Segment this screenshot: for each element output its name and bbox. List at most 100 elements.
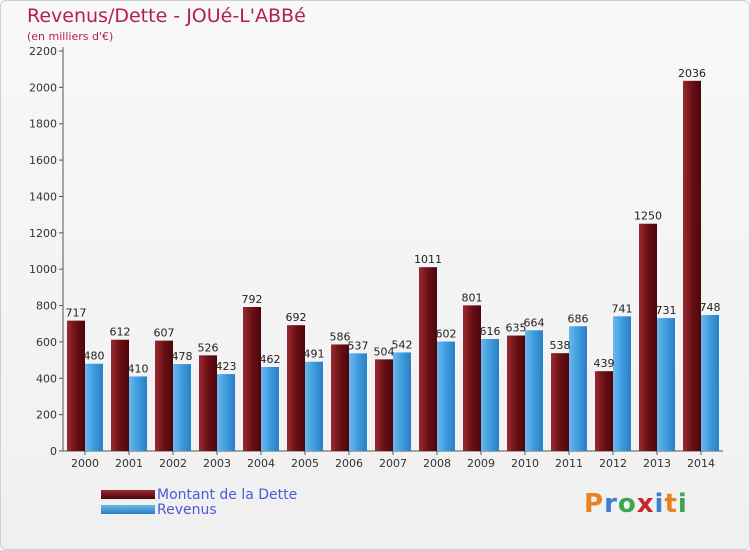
chart-subtitle: (en milliers d'€) (27, 30, 114, 43)
bar-revenue (393, 352, 411, 451)
bar-revenue (261, 367, 279, 451)
data-label-revenue: 410 (128, 362, 149, 375)
bar-debt (639, 223, 657, 451)
bar-revenue (349, 353, 367, 451)
x-tick-label: 2005 (291, 457, 319, 470)
x-tick-label: 2001 (115, 457, 143, 470)
bar-debt (419, 267, 437, 451)
legend-item-revenue: Revenus (101, 501, 297, 518)
bar-debt (595, 371, 613, 451)
y-tick-label: 200 (36, 409, 57, 422)
x-tick-label: 2013 (643, 457, 671, 470)
bar-revenue (305, 361, 323, 451)
data-label-debt: 504 (374, 345, 395, 358)
bar-chart: 0 200 400 600 800 1000 1200 1400 1600 1800 2000 220… (29, 45, 723, 470)
data-label-revenue: 423 (216, 360, 237, 373)
legend-swatch-debt (101, 490, 155, 499)
bar-revenue (217, 374, 235, 451)
logo-letter: P (584, 489, 605, 519)
x-tick-label: 2011 (555, 457, 583, 470)
data-label-revenue: 478 (172, 350, 193, 363)
bar-debt (507, 335, 525, 451)
y-tick-label: 1400 (29, 190, 57, 203)
bar-revenue (701, 315, 719, 451)
y-tick-label: 1600 (29, 154, 57, 167)
bar-revenue (525, 330, 543, 451)
y-tick-label: 400 (36, 372, 57, 385)
data-label-debt: 607 (154, 327, 175, 340)
data-label-debt: 439 (594, 357, 615, 370)
data-label-debt: 612 (110, 326, 131, 339)
legend-swatch-revenue (101, 505, 155, 514)
bar-revenue (657, 318, 675, 451)
x-tick-label: 2007 (379, 457, 407, 470)
x-tick-label: 2003 (203, 457, 231, 470)
data-label-debt: 717 (66, 307, 87, 320)
y-tick-label: 1000 (29, 263, 57, 276)
y-tick-label: 0 (50, 445, 57, 458)
legend-label-debt: Montant de la Dette (157, 486, 298, 503)
data-label-revenue: 491 (304, 348, 325, 361)
logo-letter: x (636, 489, 655, 519)
data-label-revenue: 664 (524, 316, 545, 329)
y-tick-label: 600 (36, 336, 57, 349)
bar-debt (67, 320, 85, 451)
bar-debt (111, 339, 129, 451)
legend-item-debt: Montant de la Dette (101, 486, 298, 503)
x-tick-label: 2012 (599, 457, 627, 470)
bar-revenue (481, 339, 499, 451)
chart-legend: Montant de la Dette Revenus (101, 486, 298, 518)
data-label-revenue: 542 (392, 338, 413, 351)
data-label-debt: 2036 (678, 67, 706, 80)
bar-revenue (85, 363, 103, 451)
bar-debt (375, 359, 393, 451)
bar-debt (463, 305, 481, 451)
logo-letter: t (664, 489, 678, 519)
logo-letter: i (677, 489, 688, 519)
data-label-revenue: 686 (568, 312, 589, 325)
y-tick-label: 2000 (29, 81, 57, 94)
bar-revenue (129, 376, 147, 451)
y-tick-label: 2200 (29, 45, 57, 58)
proxiti-logo: Proxiti (584, 489, 688, 519)
data-label-debt: 1250 (634, 210, 662, 223)
y-tick-label: 800 (36, 300, 57, 313)
bar-revenue (437, 341, 455, 451)
data-label-revenue: 480 (84, 350, 105, 363)
bar-debt (155, 340, 173, 451)
chart-title: Revenus/Dette - JOUé-L'ABBé (27, 5, 306, 27)
x-tick-label: 2014 (687, 457, 715, 470)
bar-debt (199, 355, 217, 451)
x-tick-label: 2010 (511, 457, 539, 470)
y-tick-label: 1200 (29, 227, 57, 240)
bar-debt (683, 80, 701, 452)
data-label-revenue: 731 (656, 304, 677, 317)
data-label-debt: 801 (462, 291, 483, 304)
bar-revenue (569, 326, 587, 451)
data-label-debt: 792 (242, 293, 263, 306)
data-label-revenue: 741 (612, 302, 633, 315)
data-label-debt: 1011 (414, 253, 442, 266)
data-label-debt: 526 (198, 341, 219, 354)
logo-letter: i (654, 489, 665, 519)
bar-revenue (173, 364, 191, 451)
bar-debt (287, 325, 305, 451)
logo-letter: r (604, 489, 618, 519)
data-label-revenue: 602 (436, 328, 457, 341)
data-label-debt: 538 (550, 339, 571, 352)
bar-debt (243, 307, 261, 451)
logo-letter: o (617, 489, 637, 519)
data-label-revenue: 748 (700, 301, 721, 314)
data-label-revenue: 537 (348, 339, 369, 352)
data-label-revenue: 616 (480, 325, 501, 338)
x-tick-label: 2008 (423, 457, 451, 470)
x-tick-label: 2002 (159, 457, 187, 470)
legend-label-revenue: Revenus (157, 501, 217, 518)
x-tick-label: 2009 (467, 457, 495, 470)
bar-revenue (613, 316, 631, 451)
y-tick-label: 1800 (29, 118, 57, 131)
x-tick-label: 2004 (247, 457, 275, 470)
data-label-debt: 635 (506, 322, 527, 335)
x-tick-label: 2000 (71, 457, 99, 470)
